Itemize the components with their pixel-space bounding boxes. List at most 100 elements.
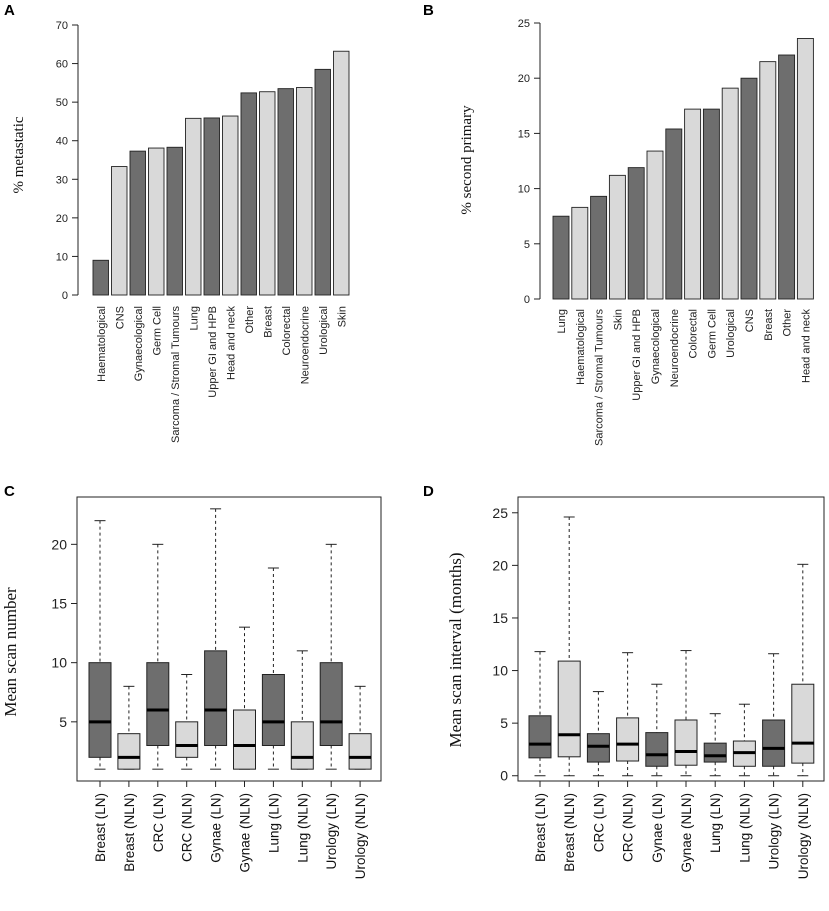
panel-c-box [175,721,199,758]
panel-a-category-label: Breast [262,306,274,338]
panel-a-category-label: Other [244,306,256,334]
panel-b-category-label: CNS [744,309,756,332]
panel-c-plot-frame [76,496,382,782]
panel-b-bar [702,108,720,300]
panel-d-y-tick-label: 20 [492,557,508,573]
panel-c-category-label: Urology (LN) [324,793,339,870]
panel-a-bar [185,117,202,296]
panel-b-category-label: Head and neck [800,309,812,383]
panel-a-bar [333,50,350,296]
panel-b-bar-chart: 0 5 10 15 20 25 Lung Haematological Sarcoma / St… [518,18,814,446]
panel-d-category-label: Urology (LN) [767,793,782,870]
panel-a-bar [277,88,294,296]
panel-c-category-label: Urology (NLN) [353,793,368,879]
panel-b-category-label: Urological [725,309,737,358]
panel-b-bar [608,174,626,300]
panel-d-box [791,683,815,764]
panel-c-y-tick-label: 15 [51,596,67,612]
panel-c-category-label: Breast (LN) [93,793,108,862]
panel-a-bar [203,117,220,296]
panel-b-ylabel: % second primary [459,105,475,215]
panel-b-category-label: Germ Cell [706,309,718,359]
panel-a-y-tick-label: 50 [56,97,68,109]
panel-a-category-label: CNS [114,306,126,329]
panel-a-bar [222,115,239,296]
panel-c-box [348,733,372,770]
panel-a-bar [259,91,276,296]
panel-a-bar-chart: 0 10 20 30 40 50 60 70 Haematological CNS Gynaecol… [56,20,350,443]
panel-d-plot-frame [517,496,825,782]
panel-d-category-label: Gynae (NLN) [679,793,694,873]
panel-d-y-tick-label: 0 [500,768,508,784]
panel-c-y-tick-label: 5 [59,714,67,730]
panel-d-box [616,717,640,762]
panel-d-box [557,660,581,758]
panel-d-category-label: CRC (NLN) [621,793,636,862]
panel-d-box [762,719,786,767]
panel-c-box [290,721,314,770]
panel-a-category-label: Colorectal [281,306,293,356]
panel-b-bar [759,61,777,300]
panel-c-box [88,662,112,758]
panel-a-category-label: Head and neck [225,306,237,380]
panel-b-bar [590,195,608,300]
panel-letter-c: C [4,483,15,500]
panel-b-bar [684,108,702,300]
panel-c-category-label: Gynae (LN) [209,793,224,863]
panel-c-category-label: CRC (NLN) [180,793,195,862]
panel-b-y-tick-label: 25 [518,18,530,30]
panel-a-bar [240,92,257,296]
panel-d-category-label: Breast (NLN) [562,793,577,872]
panel-b-bar [796,38,814,300]
panel-c-box [204,650,228,746]
panel-a-category-label: Skin [336,306,348,327]
panel-d-box [703,742,727,763]
panel-b-category-label: Breast [763,309,775,341]
panel-a-category-label: Lung [188,306,200,330]
panel-b-category-label: Gynaecological [650,309,662,384]
panel-letter-a: A [4,2,15,19]
panel-d-y-tick-label: 15 [492,610,508,626]
panel-a-y-tick-label: 20 [56,213,68,225]
panel-c-y-tick-label: 20 [51,536,67,552]
panel-b-category-label: Colorectal [688,309,700,359]
panel-b-category-label: Lung [556,309,568,333]
panel-d-category-label: CRC (LN) [591,793,606,852]
panel-b-category-label: Skin [612,309,624,330]
panel-c-category-label: Lung (NLN) [295,793,310,863]
panel-c-y-tick-label: 10 [51,655,67,671]
panel-d-ylabel: Mean scan interval (months) [446,553,465,748]
panel-a-category-label: Gynaecological [133,306,145,381]
panel-b-bar [665,128,683,300]
panel-a-category-label: Urological [318,306,330,355]
panel-d-y-tick-label: 5 [500,715,508,731]
panel-a-bar [92,259,109,296]
panel-b-bar [627,167,645,300]
panel-d-box [586,733,610,763]
panel-b-y-tick-label: 20 [518,73,530,85]
panel-b-bar [571,206,589,300]
panel-c-box [146,662,170,747]
panel-a-bar [129,150,146,296]
panel-d-box [674,719,698,766]
panel-a-y-tick-label: 40 [56,136,68,148]
panel-d-category-label: Gynae (LN) [650,793,665,863]
panel-b-category-label: Sarcoma / Stromal Tumours [594,309,606,446]
panel-c-category-label: CRC (LN) [151,793,166,852]
panel-c-box [261,674,285,746]
panel-b-category-label: Haematological [575,309,587,385]
panel-c-box [233,709,256,770]
panel-b-y-tick-label: 0 [524,294,530,306]
panel-b-category-label: Neuroendocrine [669,309,681,387]
panel-a-y-tick-label: 60 [56,59,68,71]
panel-b-category-label: Upper GI and HPB [631,309,643,401]
panel-a-category-label: Sarcoma / Stromal Tumours [170,306,182,443]
panel-c-category-label: Gynae (NLN) [238,793,253,873]
panel-a-y-tick-label: 10 [56,251,68,263]
panel-d-box-plot: 0 5 10 15 20 25 Breast (LN) Breast (NLN) CRC (LN… [492,496,825,879]
panel-d-box [528,715,552,759]
panel-letter-b: B [423,2,434,19]
panel-a-bar [148,147,165,296]
panel-b-bar [721,87,739,300]
